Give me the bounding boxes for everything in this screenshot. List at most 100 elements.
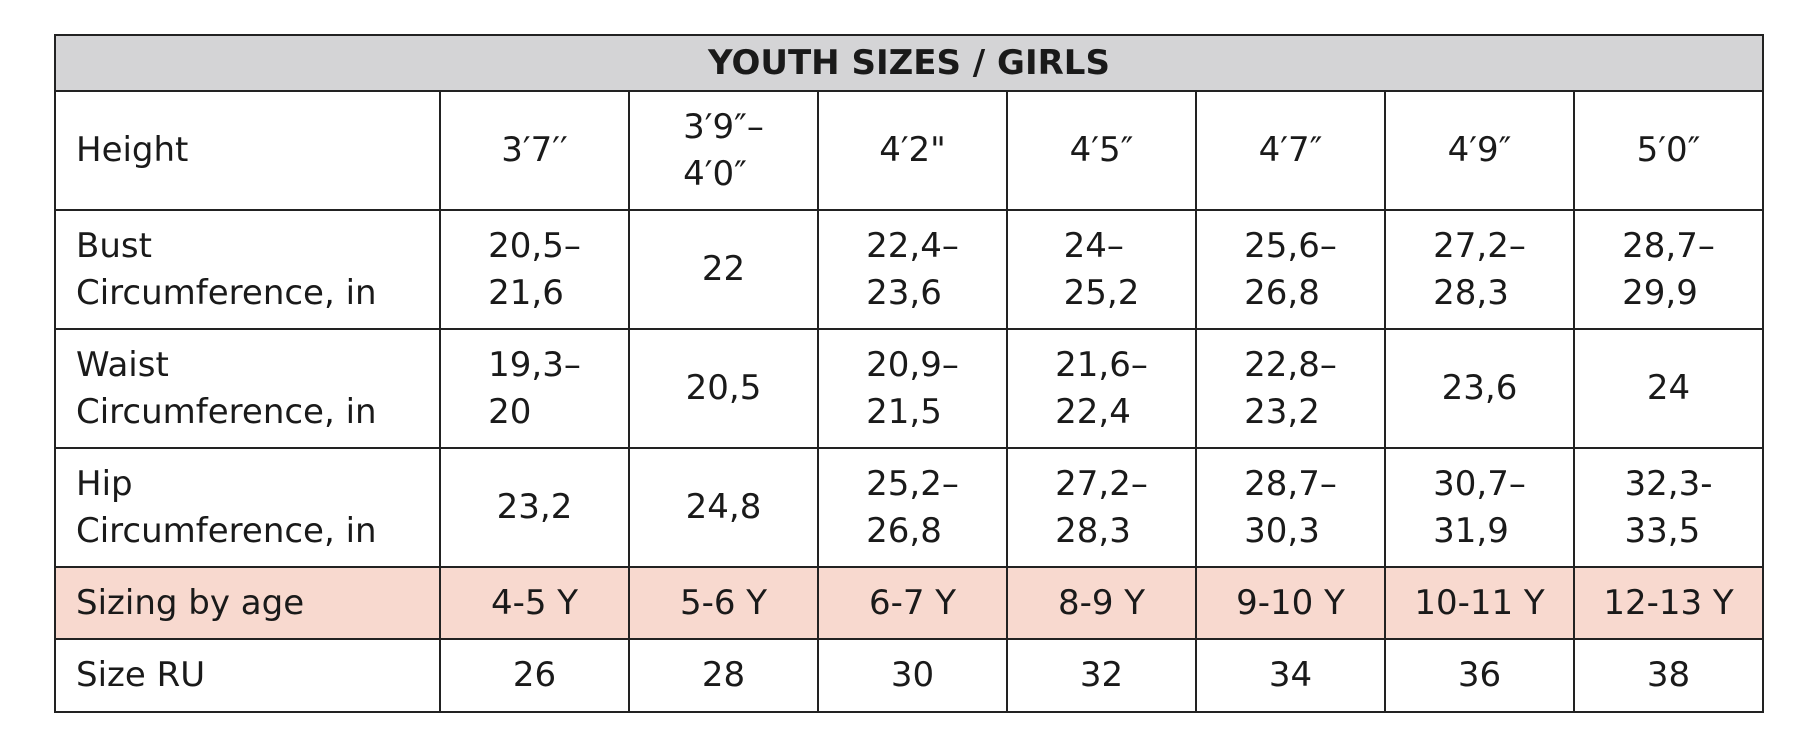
cell-text: 20,5 — [685, 368, 762, 408]
cell-text: 27,2– 28,3 — [1055, 463, 1148, 551]
cell-text: 4′9″ — [1447, 130, 1512, 170]
cell-text: 21,6– 22,4 — [1055, 344, 1148, 432]
cell-text: 19,3– 20 — [488, 344, 581, 432]
cell: 8-9 Y — [1006, 566, 1197, 640]
cell-text: Waist Circumference, in — [76, 344, 377, 432]
cell: 25,6– 26,8 — [1195, 209, 1386, 330]
cell: 24– 25,2 — [1006, 209, 1197, 330]
cell-text: 22 — [701, 249, 746, 289]
cell: 36 — [1384, 638, 1575, 713]
cell: 28,7– 29,9 — [1573, 209, 1764, 330]
cell: 23,6 — [1384, 328, 1575, 449]
cell-text: 4′2" — [879, 130, 946, 170]
cell: 5′0″ — [1573, 90, 1764, 211]
cell-text: 23,2 — [496, 487, 573, 527]
cell-text: 23,6 — [1441, 368, 1518, 408]
cell: 25,2– 26,8 — [817, 447, 1008, 568]
cell-text: Hip Circumference, in — [76, 463, 377, 551]
row-label: Sizing by age — [54, 566, 441, 640]
cell: 24 — [1573, 328, 1764, 449]
cell-text: 36 — [1457, 655, 1502, 695]
table-title: YOUTH SIZES / GIRLS — [54, 34, 1764, 92]
cell-text: 4-5 Y — [490, 582, 579, 623]
cell: 3′7′′ — [439, 90, 630, 211]
cell: 38 — [1573, 638, 1764, 713]
cell-text: 3′9″– 4′0″ — [683, 106, 764, 194]
cell-text: 20,5– 21,6 — [488, 225, 581, 313]
size-table: YOUTH SIZES / GIRLS Height 3′7′′ 3′9″– 4′0… — [54, 34, 1764, 713]
cell: 10-11 Y — [1384, 566, 1575, 640]
cell-text: 3′7′′ — [501, 130, 568, 170]
cell: 4′5″ — [1006, 90, 1197, 211]
cell: 28,7– 30,3 — [1195, 447, 1386, 568]
cell-text: 20,9– 21,5 — [866, 344, 959, 432]
cell: 32 — [1006, 638, 1197, 713]
cell-text: Size RU — [76, 655, 206, 695]
cell: 22,4– 23,6 — [817, 209, 1008, 330]
cell-text: 22,4– 23,6 — [866, 225, 959, 313]
cell-text: 24 — [1646, 368, 1691, 408]
cell: 32,3- 33,5 — [1573, 447, 1764, 568]
row-label: Bust Circumference, in — [54, 209, 441, 330]
table-row: Waist Circumference, in 19,3– 20 20,5 20,9–… — [54, 328, 1764, 449]
table-row: Sizing by age 4-5 Y 5-6 Y 6-7 Y 8-9 Y 9-10 Y 1… — [54, 566, 1764, 640]
cell: 30,7– 31,9 — [1384, 447, 1575, 568]
cell-text: 25,2– 26,8 — [866, 463, 959, 551]
cell-text: Bust Circumference, in — [76, 225, 377, 313]
table-row: Hip Circumference, in 23,2 24,8 25,2– 26,8 2… — [54, 447, 1764, 568]
row-label: Height — [54, 90, 441, 211]
cell: 28 — [628, 638, 819, 713]
cell-text: 26 — [512, 655, 557, 695]
cell-text: 4′5″ — [1069, 130, 1134, 170]
cell-text: 30 — [890, 655, 935, 695]
cell-text: Sizing by age — [76, 582, 305, 623]
cell: 24,8 — [628, 447, 819, 568]
cell-text: 24– 25,2 — [1063, 225, 1140, 313]
cell-text: 28 — [701, 655, 746, 695]
cell: 23,2 — [439, 447, 630, 568]
cell-text: 8-9 Y — [1057, 582, 1146, 623]
table-row: Bust Circumference, in 20,5– 21,6 22 22,4– … — [54, 209, 1764, 330]
table-row: Size RU 26 28 30 32 34 36 38 — [54, 638, 1764, 713]
row-label: Size RU — [54, 638, 441, 713]
row-label: Waist Circumference, in — [54, 328, 441, 449]
cell-text: 5-6 Y — [679, 582, 768, 623]
cell-text: 24,8 — [685, 487, 762, 527]
cell-text: 28,7– 30,3 — [1244, 463, 1337, 551]
cell-text: 6-7 Y — [868, 582, 957, 623]
cell-text: 9-10 Y — [1236, 582, 1345, 623]
cell: 27,2– 28,3 — [1384, 209, 1575, 330]
cell-text: 4′7″ — [1258, 130, 1323, 170]
cell: 26 — [439, 638, 630, 713]
cell: 3′9″– 4′0″ — [628, 90, 819, 211]
cell-text: Height — [76, 130, 189, 170]
cell-text: 32 — [1079, 655, 1124, 695]
cell: 20,5– 21,6 — [439, 209, 630, 330]
cell: 19,3– 20 — [439, 328, 630, 449]
cell: 9-10 Y — [1195, 566, 1386, 640]
cell-text: 28,7– 29,9 — [1622, 225, 1715, 313]
cell-text: 10-11 Y — [1414, 582, 1545, 623]
cell: 27,2– 28,3 — [1006, 447, 1197, 568]
cell: 21,6– 22,4 — [1006, 328, 1197, 449]
cell-text: 25,6– 26,8 — [1244, 225, 1337, 313]
cell-text: 30,7– 31,9 — [1433, 463, 1526, 551]
cell: 20,5 — [628, 328, 819, 449]
cell-text: 34 — [1268, 655, 1313, 695]
cell: 4′9″ — [1384, 90, 1575, 211]
cell: 30 — [817, 638, 1008, 713]
cell: 5-6 Y — [628, 566, 819, 640]
cell: 4′7″ — [1195, 90, 1386, 211]
cell: 34 — [1195, 638, 1386, 713]
cell: 12-13 Y — [1573, 566, 1764, 640]
cell: 22,8– 23,2 — [1195, 328, 1386, 449]
cell: 20,9– 21,5 — [817, 328, 1008, 449]
cell-text: 5′0″ — [1636, 130, 1701, 170]
table-row: Height 3′7′′ 3′9″– 4′0″ 4′2" 4′5″ 4′7″ 4′9″ 5′0… — [54, 90, 1764, 211]
cell: 4′2" — [817, 90, 1008, 211]
row-label: Hip Circumference, in — [54, 447, 441, 568]
cell: 22 — [628, 209, 819, 330]
cell-text: 22,8– 23,2 — [1244, 344, 1337, 432]
cell-text: 27,2– 28,3 — [1433, 225, 1526, 313]
